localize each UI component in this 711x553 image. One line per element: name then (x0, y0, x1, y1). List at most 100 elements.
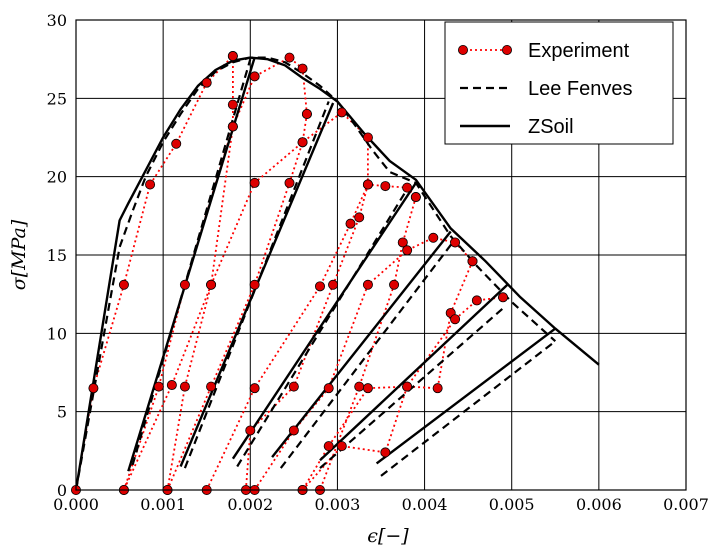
series-layer (71, 51, 600, 495)
data-point (328, 279, 339, 290)
data-point (145, 179, 156, 190)
legend-box (444, 21, 674, 145)
series-line-experiment (245, 184, 369, 490)
x-tick-label: 0.003 (315, 495, 361, 514)
x-tick-label: 0.005 (489, 495, 535, 514)
data-point (362, 279, 373, 290)
data-point (336, 441, 347, 452)
data-point (288, 381, 299, 392)
data-point (410, 192, 421, 203)
data-point (284, 177, 295, 188)
series-line-zsoil (375, 327, 557, 465)
data-point (450, 237, 461, 248)
experiment-markers (71, 51, 508, 495)
series-line-lee-fenves (76, 56, 557, 490)
data-point (301, 109, 312, 120)
data-point (206, 381, 217, 392)
data-point (227, 99, 238, 110)
data-point (345, 218, 356, 229)
legend-marker (501, 45, 512, 56)
y-tick-label: 5 (57, 403, 67, 422)
series-line-experiment (123, 56, 234, 490)
data-point (402, 381, 413, 392)
data-point (323, 383, 334, 394)
series-line-lee-fenves (279, 238, 456, 469)
data-point (471, 295, 482, 306)
data-point (153, 381, 164, 392)
data-point (288, 425, 299, 436)
x-tick-label: 0.001 (140, 495, 186, 514)
data-point (389, 279, 400, 290)
data-point (402, 245, 413, 256)
data-point (227, 51, 238, 62)
data-point (206, 279, 217, 290)
series-line-experiment (123, 56, 308, 490)
series-line-zsoil (231, 182, 417, 460)
y-tick-label: 30 (47, 11, 67, 30)
legend-label-lee-fenves: Lee Fenves (528, 78, 633, 100)
ticks: 0.000 0.001 0.002 0.003 0.004 0.005 0.006 0.007… (47, 11, 709, 514)
data-point (467, 256, 478, 267)
data-point (402, 182, 413, 193)
legend-item-experiment: Experiment (457, 40, 630, 62)
series-line-lee-fenves (236, 188, 409, 468)
data-point (450, 314, 461, 325)
plot-frame (75, 19, 687, 491)
data-point (118, 279, 129, 290)
data-point (362, 132, 373, 143)
data-point (179, 381, 190, 392)
data-point (362, 179, 373, 190)
y-axis-label: σ[MPa] (8, 219, 30, 290)
series-line-zsoil (271, 230, 452, 458)
series-line-experiment (301, 296, 504, 490)
data-point (297, 63, 308, 74)
data-point (354, 381, 365, 392)
y-tick-label: 20 (47, 168, 67, 187)
series-line-zsoil (127, 57, 256, 472)
data-point (380, 181, 391, 192)
data-point (323, 441, 334, 452)
data-point (362, 383, 373, 394)
y-tick-label: 25 (47, 89, 67, 108)
series-line-zsoil (76, 56, 600, 490)
data-point (201, 77, 212, 88)
x-tick-label: 0.004 (402, 495, 448, 514)
data-point (249, 383, 260, 394)
legend: Experiment Lee Fenves ZSoil (444, 21, 674, 145)
legend-item-zsoil: ZSoil (460, 116, 574, 138)
legend-marker (457, 45, 468, 56)
data-point (245, 425, 256, 436)
data-point (336, 107, 347, 118)
data-point (166, 380, 177, 391)
series-line-lee-fenves (380, 340, 556, 477)
legend-label-zsoil: ZSoil (528, 116, 574, 138)
data-point (297, 137, 308, 148)
data-point (227, 121, 238, 132)
data-point (354, 212, 365, 223)
y-tick-label: 0 (57, 481, 67, 500)
legend-item-lee-fenves: Lee Fenves (460, 78, 633, 100)
data-point (428, 232, 439, 243)
data-point (432, 383, 443, 394)
series-line-zsoil (319, 283, 509, 462)
x-tick-label: 0.000 (53, 495, 99, 514)
legend-items: Experiment Lee Fenves ZSoil (457, 40, 633, 138)
x-tick-label: 0.006 (576, 495, 622, 514)
x-tick-label: 0.002 (227, 495, 273, 514)
data-point (380, 447, 391, 458)
data-point (88, 383, 99, 394)
y-tick-label: 10 (47, 324, 67, 343)
data-point (171, 138, 182, 149)
data-point (314, 281, 325, 292)
data-point (284, 52, 295, 63)
data-point (497, 292, 508, 303)
data-point (397, 237, 408, 248)
y-tick-label: 15 (47, 246, 67, 265)
legend-label-experiment: Experiment (528, 40, 630, 62)
data-point (249, 71, 260, 82)
data-point (179, 279, 190, 290)
series-experiment (76, 55, 504, 490)
x-axis-label: ϵ[−] (367, 525, 409, 547)
data-point (249, 279, 260, 290)
